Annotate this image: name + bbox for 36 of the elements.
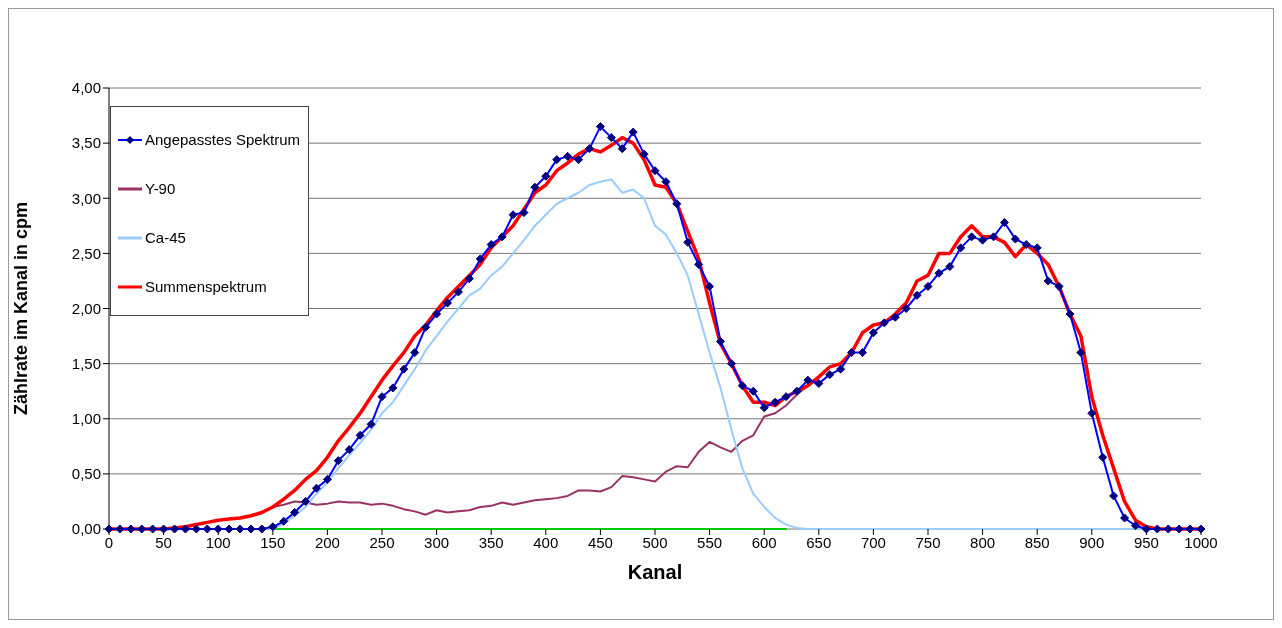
x-tick-label: 750 — [915, 533, 941, 551]
legend-label: Ca-45 — [145, 229, 186, 246]
x-tick-label: 50 — [155, 533, 172, 551]
x-tick-label: 450 — [587, 533, 613, 551]
x-tick-label: 100 — [205, 533, 231, 551]
y-tick-label: 2,50 — [71, 244, 101, 262]
x-tick-label: 800 — [970, 533, 996, 551]
x-axis-title: Kanal — [627, 561, 683, 583]
y-tick-label: 4,00 — [71, 79, 101, 97]
x-tick-label: 950 — [1133, 533, 1159, 551]
x-tick-label: 700 — [860, 533, 886, 551]
legend-label: Y-90 — [145, 180, 176, 197]
x-tick-label: 500 — [642, 533, 668, 551]
legend-label: Summenspektrum — [145, 278, 267, 295]
x-tick-label: 250 — [369, 533, 395, 551]
x-tick-label: 1000 — [1184, 533, 1218, 551]
y-tick-label: 1,00 — [71, 410, 101, 428]
y-tick-label: 2,00 — [71, 299, 101, 317]
x-tick-label: 400 — [533, 533, 559, 551]
x-tick-label: 300 — [424, 533, 450, 551]
y-tick-label: 0,50 — [71, 465, 101, 483]
y-axis-title: Zählrate im Kanal in cpm — [11, 201, 32, 416]
y-tick-label: 3,50 — [71, 134, 101, 152]
x-tick-label: 900 — [1079, 533, 1105, 551]
x-tick-label: 550 — [697, 533, 723, 551]
x-tick-label: 650 — [806, 533, 832, 551]
x-tick-label: 0 — [104, 533, 114, 551]
y-tick-label: 3,00 — [71, 189, 101, 207]
x-tick-label: 350 — [478, 533, 504, 551]
y-tick-label: 0,00 — [71, 520, 101, 538]
legend-label: Angepasstes Spektrum — [145, 131, 301, 148]
x-tick-label: 850 — [1024, 533, 1050, 551]
x-tick-label: 200 — [314, 533, 340, 551]
x-tick-label: 150 — [260, 533, 286, 551]
y-tick-label: 1,50 — [71, 354, 101, 372]
x-tick-label: 600 — [751, 533, 777, 551]
